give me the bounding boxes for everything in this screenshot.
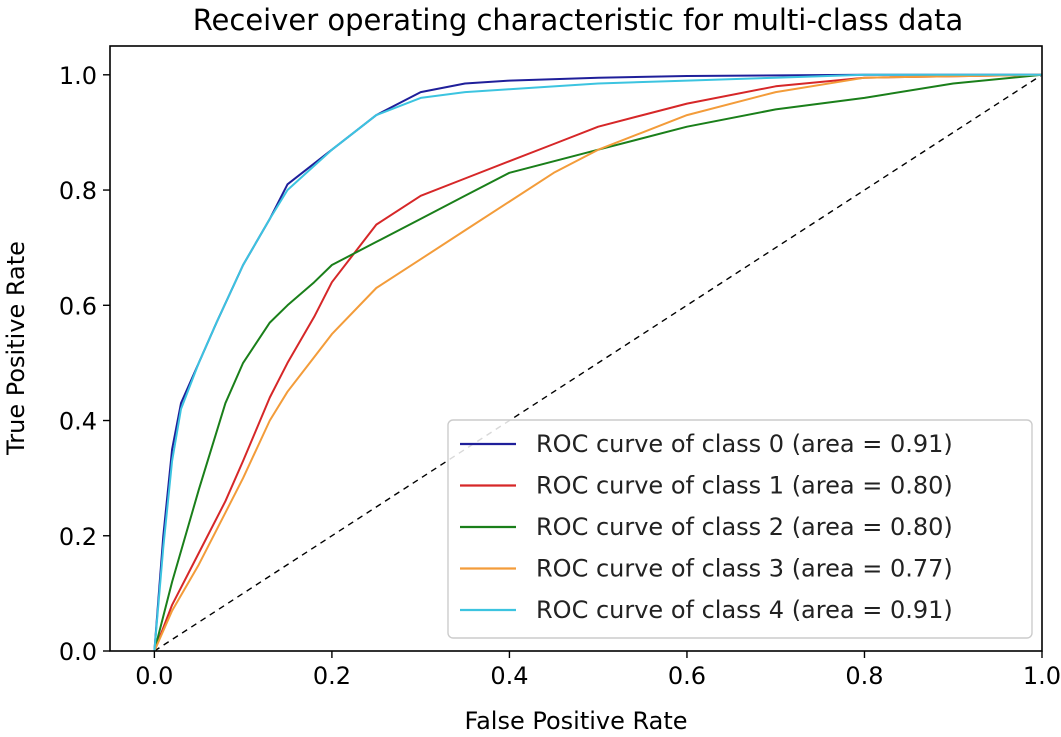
- y-tick-label: 0.0: [59, 638, 97, 666]
- y-axis-ticks: 0.0 0.2 0.4 0.6 0.8 1.0: [59, 62, 110, 666]
- legend-label-class-4: ROC curve of class 4 (area = 0.91): [536, 596, 953, 624]
- plot-area: [153, 73, 1043, 652]
- chart-title: Receiver operating characteristic for mu…: [193, 3, 964, 37]
- x-tick-label: 0.2: [313, 662, 351, 690]
- x-tick-label: 0.6: [668, 662, 706, 690]
- roc-line-class-0: [153, 73, 1042, 652]
- x-tick-label: 1.0: [1023, 662, 1061, 690]
- roc-line-class-1: [153, 73, 1043, 652]
- legend-label-class-1: ROC curve of class 1 (area = 0.80): [536, 472, 953, 500]
- y-tick-label: 0.6: [59, 292, 97, 320]
- x-tick-label: 0.8: [845, 662, 883, 690]
- y-tick-label: 1.0: [59, 62, 97, 90]
- x-axis-ticks: 0.0 0.2 0.4 0.6 0.8 1.0: [135, 651, 1061, 690]
- x-tick-label: 0.4: [490, 662, 528, 690]
- roc-line-class-3: [153, 73, 1043, 652]
- chance-diagonal-line: [154, 74, 1043, 652]
- legend: ROC curve of class 0 (area = 0.91) ROC cu…: [447, 419, 1033, 639]
- axes-frame: [109, 45, 1043, 652]
- legend-label-class-2: ROC curve of class 2 (area = 0.80): [536, 513, 953, 541]
- x-axis-label: False Positive Rate: [464, 707, 687, 735]
- roc-line-class-4: [153, 73, 1042, 652]
- y-tick-label: 0.4: [59, 408, 97, 436]
- legend-box: [447, 419, 1033, 639]
- roc-line-class-2: [153, 73, 1043, 652]
- legend-label-class-0: ROC curve of class 0 (area = 0.91): [536, 430, 953, 458]
- x-tick-label: 0.0: [135, 662, 173, 690]
- y-tick-label: 0.2: [59, 523, 97, 551]
- y-axis-label: True Positive Rate: [2, 241, 30, 456]
- y-tick-label: 0.8: [59, 177, 97, 205]
- legend-label-class-3: ROC curve of class 3 (area = 0.77): [536, 555, 953, 583]
